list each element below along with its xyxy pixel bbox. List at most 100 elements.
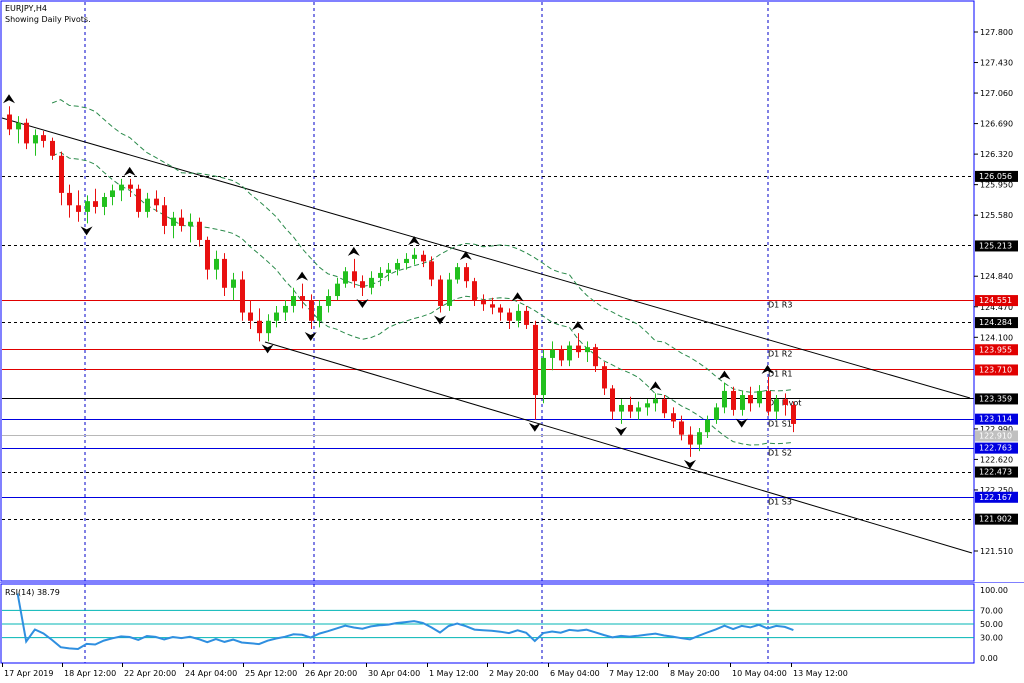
candle-body — [748, 395, 753, 404]
candle-body — [628, 404, 633, 412]
candle-body — [102, 197, 107, 207]
fractal-up-marker — [3, 94, 15, 104]
price-tick-label: 124.840 — [980, 272, 1013, 281]
rsi-tick-label: 100.00 — [980, 586, 1008, 595]
price-tag — [975, 240, 1018, 252]
fractal-up-marker — [649, 381, 662, 391]
candle-body — [490, 304, 495, 308]
candle-body — [128, 184, 133, 189]
fractal-down-marker — [615, 426, 628, 436]
price-tick-label: 124.470 — [980, 303, 1013, 312]
price-tag-label: 122.473 — [979, 468, 1012, 477]
candle-body — [404, 258, 409, 264]
rsi-panel: 100.00 70.00 50.00 30.00 0.00 — [2, 586, 1008, 663]
candle-body — [498, 307, 503, 313]
price-tag — [975, 442, 1018, 454]
price-tick-label: 124.100 — [980, 333, 1013, 342]
candle-body — [93, 201, 98, 207]
candle-body — [231, 279, 236, 288]
price-tag — [975, 393, 1018, 405]
horizontal-levels — [2, 176, 974, 520]
candle-body — [559, 349, 564, 361]
pivot-label: D1 S3 — [768, 498, 792, 507]
candle-body — [481, 300, 486, 305]
candle-body — [352, 271, 357, 282]
price-tag-label: 123.955 — [979, 345, 1012, 354]
time-tick-label: 25 Apr 12:00 — [245, 669, 297, 678]
candle-body — [714, 407, 719, 420]
channel-upper-line[interactable] — [1, 117, 971, 399]
price-tag — [975, 413, 1018, 425]
candle-body — [50, 140, 55, 156]
candle-body — [412, 254, 417, 259]
fractal-down-marker — [80, 226, 93, 236]
candle-body — [309, 300, 314, 321]
candle-body — [576, 345, 581, 353]
time-tick-label: 6 May 04:00 — [550, 669, 600, 678]
candle-body — [653, 399, 658, 404]
candle-body — [731, 390, 736, 410]
price-tag-label: 125.213 — [979, 241, 1012, 250]
candle-body — [67, 192, 72, 206]
pivot-label: D1 S2 — [768, 449, 792, 458]
rsi-line — [16, 593, 794, 651]
price-tag — [975, 491, 1018, 503]
candle-body — [524, 310, 529, 325]
price-tick-label: 126.320 — [980, 150, 1013, 159]
candle-body — [533, 324, 538, 396]
fractal-up-marker — [459, 251, 472, 261]
candle-body — [567, 345, 572, 361]
candle-body — [335, 283, 340, 297]
time-tick-label: 22 Apr 20:00 — [124, 669, 176, 678]
candle-body — [791, 404, 796, 424]
candle-body — [283, 305, 288, 313]
envelope-upper — [51, 99, 794, 393]
candle-body — [774, 399, 779, 412]
candle-body — [688, 434, 693, 445]
price-axis[interactable]: 127.800 127.430 127.060 126.690 126.320 125.9… — [974, 28, 1013, 556]
price-tag — [975, 317, 1018, 329]
candle-body — [179, 217, 184, 226]
candle-body — [76, 205, 81, 212]
candle-body — [343, 271, 348, 284]
candle-body — [360, 281, 365, 288]
main-chart-frame — [0, 0, 975, 582]
candle-body — [300, 296, 305, 301]
price-tick-label: 122.990 — [980, 425, 1013, 434]
candle-body — [205, 239, 210, 270]
candle-body — [455, 267, 460, 280]
time-tick-label: 26 Apr 20:00 — [305, 669, 357, 678]
price-tick-label: 127.800 — [980, 28, 1013, 37]
price-tag-label: 122.167 — [979, 493, 1012, 502]
channel-lower-line[interactable] — [264, 341, 973, 554]
price-tick-label: 125.580 — [980, 211, 1013, 220]
rsi-tick-label: 70.00 — [980, 606, 1003, 615]
fractal-up-marker — [408, 236, 421, 246]
fractal-down-marker — [683, 459, 696, 469]
candle-body — [662, 399, 667, 414]
candle-body — [369, 277, 374, 288]
price-tag — [975, 466, 1018, 478]
candle-body — [516, 310, 521, 321]
fractal-down-marker — [528, 422, 541, 432]
pivot-label: D1 R3 — [768, 301, 792, 310]
fractal-down-marker — [261, 344, 274, 354]
candle-body — [41, 135, 46, 141]
price-tag — [975, 430, 1018, 442]
candle-body — [757, 390, 762, 404]
time-tick-label: 13 May 12:00 — [793, 669, 848, 678]
price-tags: 126.056 125.213 124.284 122.473 121.902 124.5… — [975, 170, 1018, 525]
fractal-down-marker — [434, 315, 446, 325]
rsi-tick-label: 50.00 — [980, 620, 1003, 629]
time-tick-label: 2 May 20:00 — [489, 669, 539, 678]
candle-body — [214, 258, 219, 270]
fractal-up-marker — [296, 271, 309, 281]
price-tag-label: 124.284 — [979, 318, 1012, 327]
fractal-down-marker — [735, 418, 748, 428]
price-tick-label: 125.950 — [980, 181, 1013, 190]
price-tag-label: 124.551 — [979, 296, 1012, 305]
price-tag — [975, 170, 1018, 182]
time-tick-label: 7 May 12:00 — [609, 669, 659, 678]
